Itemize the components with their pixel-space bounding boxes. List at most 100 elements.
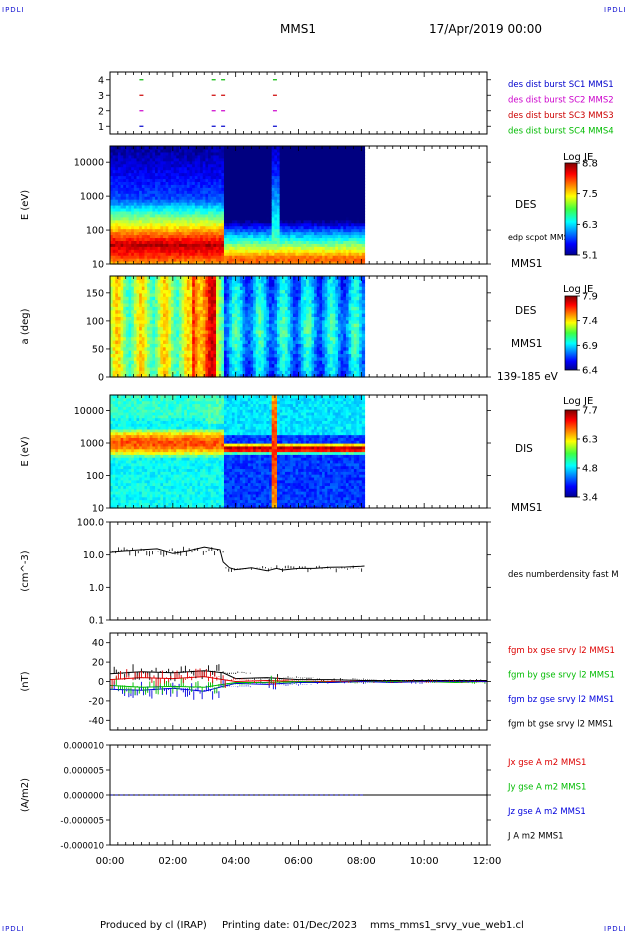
y-tick-label: 3 <box>98 91 104 102</box>
label-des-1: DES <box>515 199 537 211</box>
x-tick-label: 02:00 <box>158 856 187 867</box>
corner-label-bl: IPDLI <box>2 925 25 933</box>
footer-producer: Produced by cl (IRAP) <box>100 920 207 931</box>
y-tick-label: -0.000010 <box>60 842 104 852</box>
label-mms1-a: MMS1 <box>511 258 543 270</box>
spectrogram-dis-energy <box>110 395 366 509</box>
label-scpot: edp scpot MMS1 <box>508 233 574 242</box>
colorbar-label: 7.5 <box>582 189 598 200</box>
colorbar-title: Log JE <box>563 396 593 407</box>
colorbar <box>564 295 578 371</box>
label-energy-range: 139-185 eV <box>497 371 558 383</box>
colorbar-label: 7.7 <box>582 406 598 417</box>
y-axis-label: (cm^-3) <box>20 550 31 591</box>
legend-bfield-1: fgm by gse srvy l2 MMS1 <box>508 671 615 681</box>
legend-burst-1: des dist burst SC1 MMS1 <box>508 80 614 90</box>
y-tick-label: 100.0 <box>77 518 104 529</box>
label-mms1-c: MMS1 <box>511 502 543 514</box>
x-tick-label: 12:00 <box>473 856 502 867</box>
colorbar <box>564 409 578 498</box>
corner-label-tr: IPDLI <box>604 6 627 14</box>
panel-frame <box>109 71 488 135</box>
colorbar <box>564 162 578 256</box>
y-tick-label: 10 <box>92 504 104 515</box>
label-density: des numberdensity fast M <box>508 570 619 580</box>
y-tick-label: 0.1 <box>89 616 104 627</box>
colorbar-label: 5.1 <box>582 251 598 262</box>
y-axis-label: a (deg) <box>20 308 31 344</box>
y-tick-label: 10000 <box>74 158 104 169</box>
colorbar-label: 3.4 <box>582 493 598 504</box>
colorbar-label: 4.8 <box>582 464 598 475</box>
legend-current-3: J A m2 MMS1 <box>507 832 564 842</box>
y-tick-label: 4 <box>98 75 104 86</box>
y-tick-label: 10 <box>92 260 104 271</box>
corner-label-tl: IPDLI <box>2 6 25 14</box>
label-des-2: DES <box>515 305 537 317</box>
density-line <box>109 546 365 572</box>
y-tick-label: 150 <box>86 288 104 299</box>
legend-bfield-0: fgm bx gse srvy l2 MMS1 <box>508 646 615 656</box>
y-tick-label: 0.000005 <box>63 767 104 777</box>
spectrogram-des-pitch <box>110 276 366 378</box>
header-date: 17/Apr/2019 00:00 <box>429 22 543 36</box>
colorbar-title: Log JE <box>563 284 593 295</box>
y-tick-label: 2 <box>98 106 104 117</box>
colorbar-label: 6.3 <box>582 220 598 231</box>
legend-current-1: Jy gse A m2 MMS1 <box>507 783 586 793</box>
label-dis: DIS <box>515 443 533 455</box>
panel-frame <box>109 521 488 621</box>
colorbar-label: 6.3 <box>582 435 598 446</box>
bfield-line-2 <box>109 680 487 692</box>
y-tick-label: 100 <box>86 471 104 482</box>
colorbar-label: 8.8 <box>582 159 598 170</box>
y-tick-label: -0.000005 <box>60 817 104 827</box>
y-tick-label: 10.0 <box>83 550 104 561</box>
colorbar-label: 7.4 <box>582 316 598 327</box>
y-tick-label: 100 <box>86 226 104 237</box>
y-axis-label: E (eV) <box>20 190 31 220</box>
x-tick-label: 06:00 <box>284 856 313 867</box>
label-mms1-b: MMS1 <box>511 338 543 350</box>
y-tick-label: 0.000010 <box>63 742 104 752</box>
footer-printing-date: Printing date: 01/Dec/2023 <box>222 920 358 931</box>
y-tick-label: 50 <box>92 344 104 355</box>
y-tick-label: 10000 <box>74 406 104 417</box>
legend-bfield-2: fgm bz gse srvy l2 MMS1 <box>508 695 614 705</box>
y-tick-label: -40 <box>88 716 104 727</box>
y-axis-label: E (eV) <box>20 436 31 466</box>
corner-label-br: IPDLI <box>604 925 627 933</box>
y-tick-label: -20 <box>88 696 104 707</box>
y-tick-label: 40 <box>92 638 104 649</box>
bfield-line-3 <box>109 670 487 681</box>
x-tick-label: 10:00 <box>410 856 439 867</box>
legend-current-2: Jz gse A m2 MMS1 <box>507 807 586 817</box>
colorbar-label: 6.4 <box>582 366 598 377</box>
colorbar-label: 6.9 <box>582 341 598 352</box>
legend-burst-4: des dist burst SC4 MMS4 <box>508 127 614 137</box>
legend-burst-2: des dist burst SC2 MMS2 <box>508 96 614 106</box>
legend-current-0: Jx gse A m2 MMS1 <box>507 758 586 768</box>
y-tick-label: 0 <box>98 373 104 384</box>
x-tick-label: 04:00 <box>221 856 250 867</box>
colorbar-label: 7.9 <box>582 292 598 303</box>
y-tick-label: 1000 <box>80 439 104 450</box>
colorbar-title: Log JE <box>563 152 593 163</box>
footer-filename: mms_mms1_srvy_vue_web1.cl <box>370 920 524 931</box>
y-tick-label: 0.000000 <box>63 792 104 802</box>
y-tick-label: 100 <box>86 316 104 327</box>
y-tick-label: 0 <box>98 677 104 688</box>
y-tick-label: 1.0 <box>89 583 104 594</box>
y-tick-label: 1 <box>98 122 104 133</box>
legend-burst-3: des dist burst SC3 MMS3 <box>508 111 614 121</box>
legend-bfield-3: fgm bt gse srvy l2 MMS1 <box>508 720 613 730</box>
x-tick-label: 00:00 <box>96 856 125 867</box>
header-mission: MMS1 <box>280 22 316 36</box>
y-tick-label: 1000 <box>80 192 104 203</box>
spectrogram-des-energy <box>110 146 366 265</box>
y-axis-label: (nT) <box>20 671 31 691</box>
y-axis-label: (A/m2) <box>20 778 31 812</box>
x-tick-label: 08:00 <box>347 856 376 867</box>
y-tick-label: 20 <box>92 658 104 669</box>
